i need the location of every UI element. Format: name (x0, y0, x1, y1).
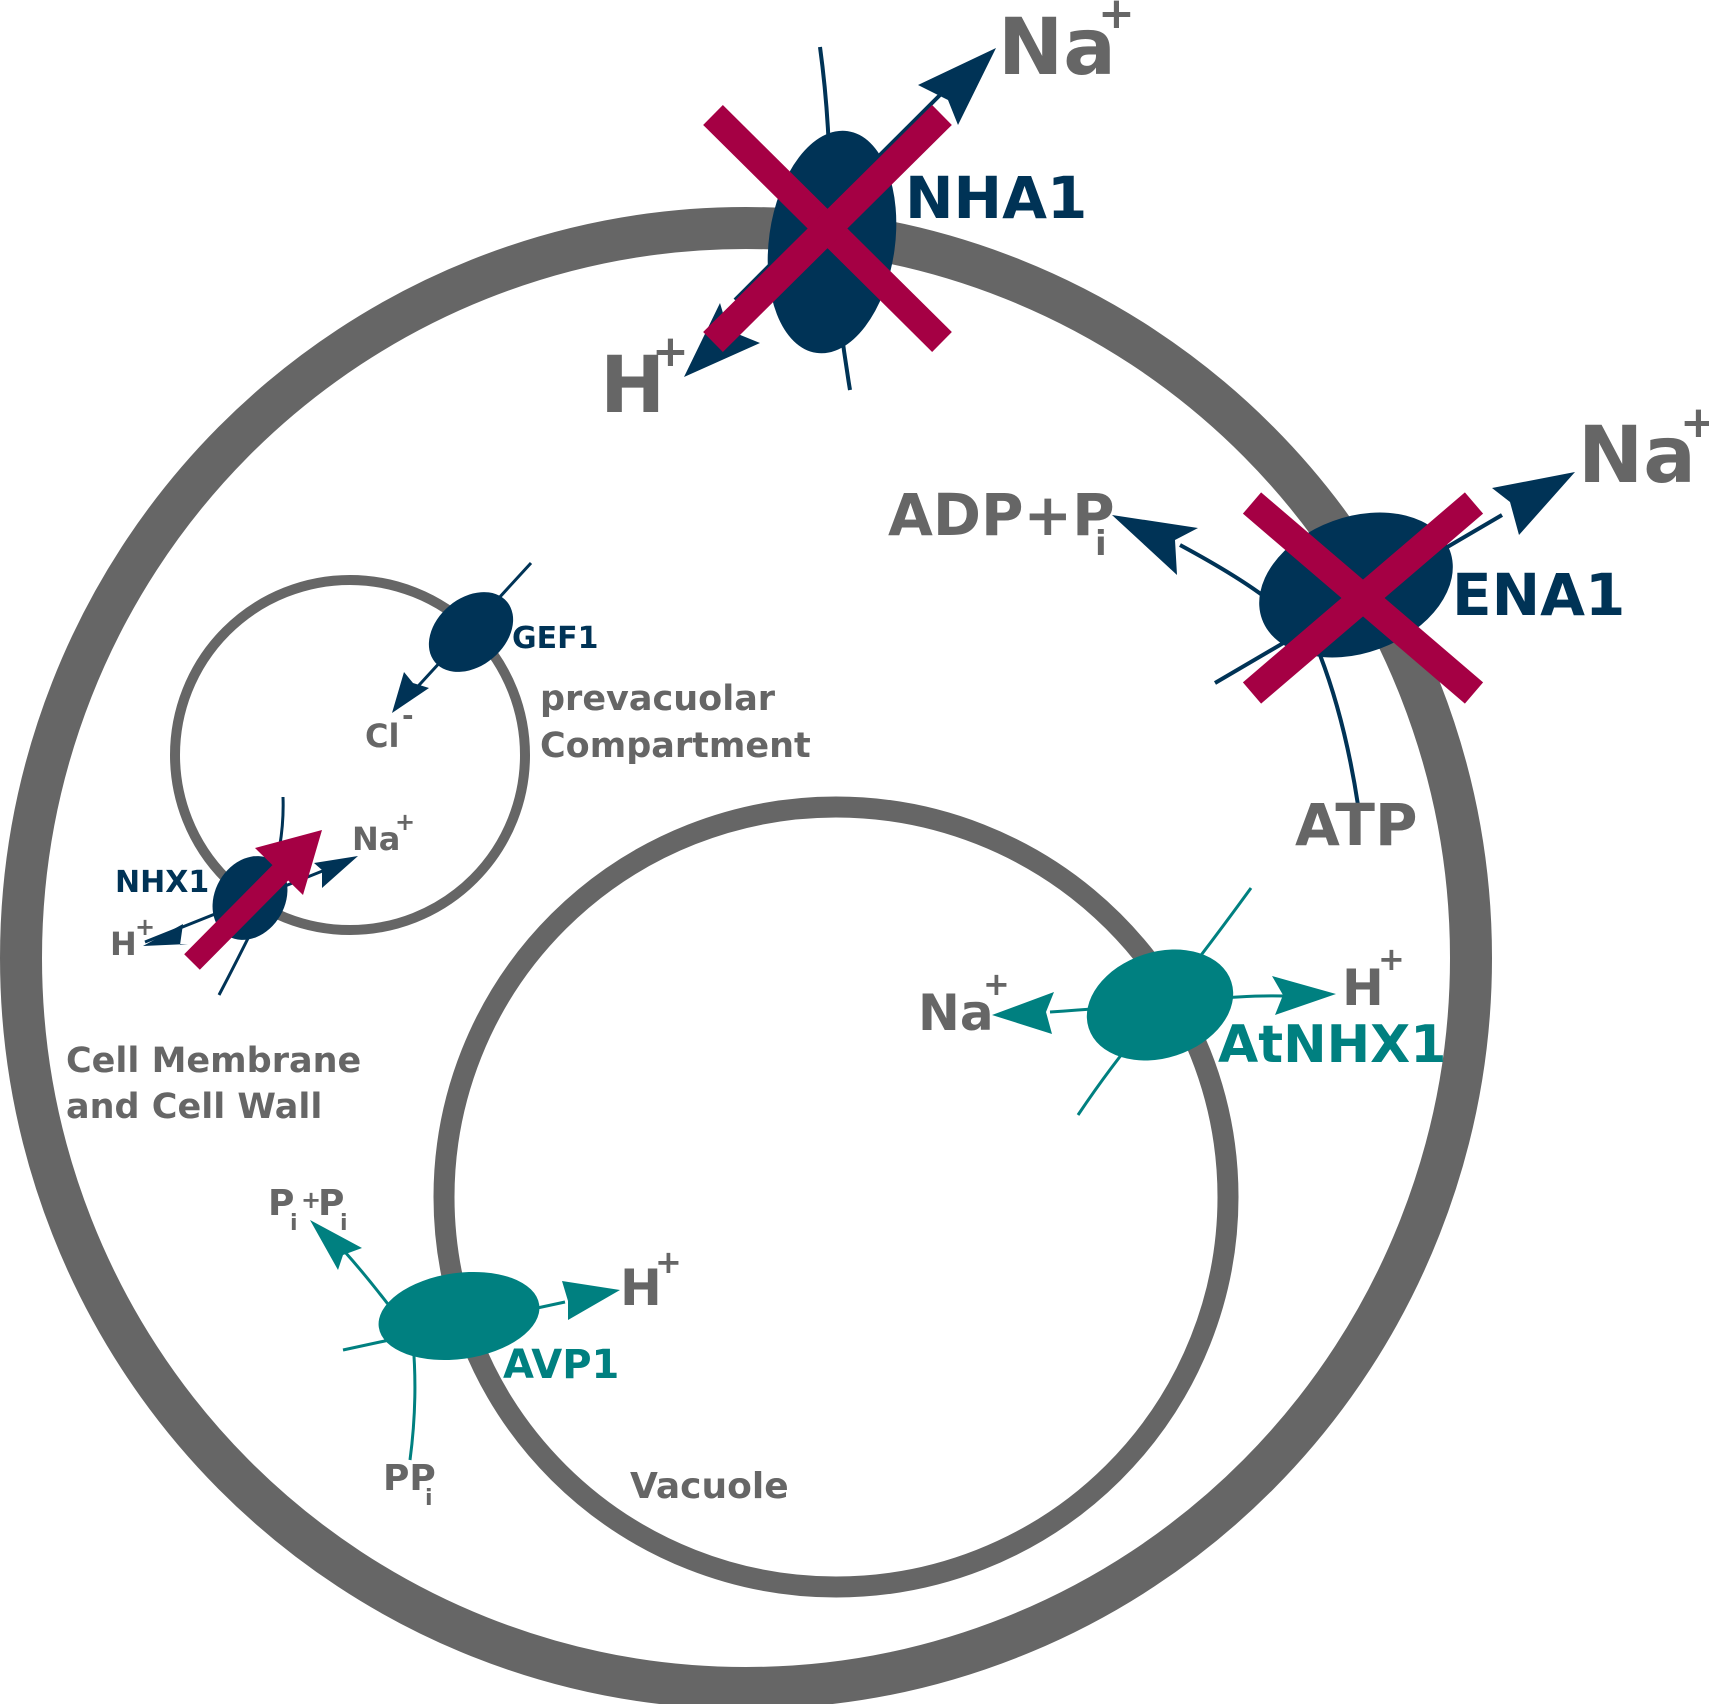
ion-h-label: H (110, 925, 137, 963)
ion-charge-plus: + (1680, 397, 1709, 448)
subscript-i: i (425, 1486, 433, 1511)
ion-cl-label: Cl (365, 717, 399, 755)
ion-na-label: Na (998, 3, 1116, 93)
nha1-label: NHA1 (905, 164, 1087, 232)
ppi-label: PP (383, 1458, 436, 1499)
avp1-transporter (310, 1220, 620, 1461)
atp-label: ATP (1295, 791, 1417, 859)
prevacuolar-membrane (170, 575, 530, 935)
gef1-label: GEF1 (512, 621, 598, 656)
subscript-i: i (290, 1211, 298, 1236)
ena1-transporter (1112, 472, 1575, 806)
ion-charge-plus: + (395, 808, 415, 836)
vacuole-label: Vacuole (630, 1466, 789, 1507)
ion-charge-plus: + (655, 1243, 682, 1281)
pi-label: P (318, 1183, 344, 1224)
ion-na-label: Na (352, 820, 400, 858)
ion-na-label: Na (1578, 411, 1696, 501)
cell-membrane (0, 207, 1492, 1704)
atnhx1-transporter (992, 887, 1336, 1116)
ion-charge-plus: + (983, 965, 1010, 1003)
ion-h-label: H (1342, 959, 1384, 1017)
prevacuolar-label: prevacuolar (540, 679, 776, 719)
pi-label: P (268, 1183, 294, 1224)
ion-charge-minus: - (402, 699, 414, 732)
nhx1-overexpression-arrow (184, 830, 322, 970)
ion-na-label: Na (918, 984, 994, 1042)
ion-charge-plus: + (1098, 0, 1135, 39)
subscript-i: i (1095, 524, 1107, 564)
vacuole-membrane (433, 796, 1239, 1598)
ion-h-label: H (620, 1259, 662, 1317)
adp-pi-label: ADP+P (888, 481, 1115, 549)
nhx1-label: NHX1 (115, 865, 209, 900)
cell-membrane-label: Cell Membrane (66, 1041, 361, 1081)
ion-charge-plus: + (652, 326, 689, 377)
nha1-knockout-cross (703, 105, 952, 352)
prevacuolar-label: Compartment (540, 726, 811, 766)
ena1-label: ENA1 (1452, 561, 1625, 629)
plus-sign: + (301, 1186, 321, 1214)
ion-charge-plus: + (1378, 940, 1405, 978)
atnhx1-label: AtNHX1 (1218, 1015, 1446, 1075)
cell-membrane-label: and Cell Wall (66, 1087, 322, 1127)
subscript-i: i (340, 1211, 348, 1236)
gef1-transporter (392, 561, 533, 713)
ena1-knockout-cross (1242, 492, 1484, 704)
ion-h-label: H (600, 341, 665, 431)
avp1-label: AVP1 (503, 1342, 619, 1388)
ion-charge-plus: + (135, 913, 155, 941)
